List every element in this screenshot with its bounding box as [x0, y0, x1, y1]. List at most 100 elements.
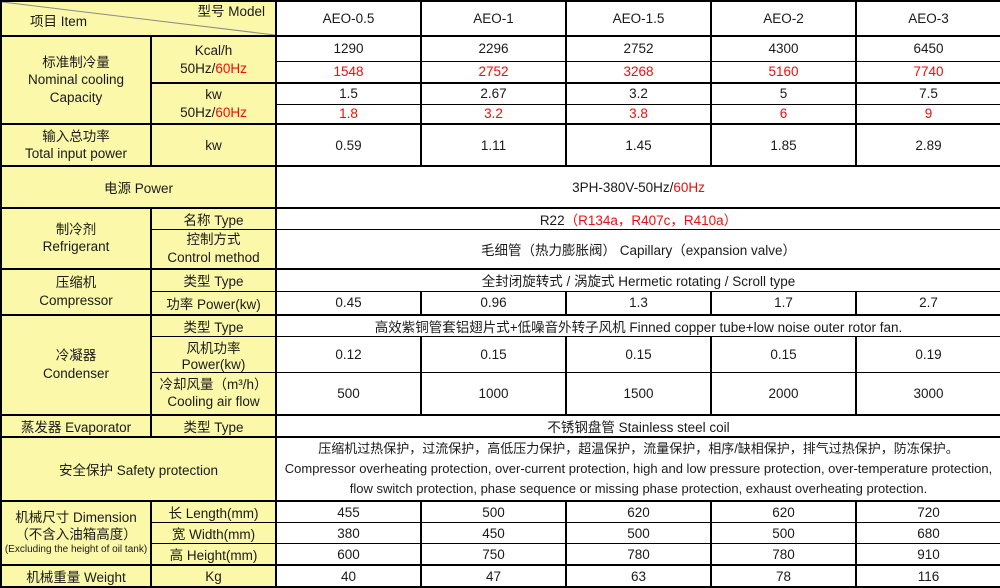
compressor-en: Compressor — [39, 292, 113, 308]
corner-cell: 型号 Model 项目 Item — [0, 0, 277, 37]
height-value: 910 — [855, 543, 1000, 566]
height-value: 750 — [420, 543, 567, 566]
item-header-label: 项目 Item — [30, 14, 88, 30]
dimension-line3: (Excluding the height of oil tank) — [4, 544, 148, 556]
kcal-50hz-value: 1290 — [275, 35, 422, 62]
kw-freq-label: 50Hz/60Hz — [180, 104, 247, 120]
weight-value: 47 — [420, 564, 567, 588]
input-power-unit-label: kw — [150, 123, 277, 167]
control-method-zh: 控制方式 — [186, 232, 241, 248]
power-supply-label: 电源 Power — [0, 165, 277, 209]
kw-60hz-value: 1.8 — [275, 103, 422, 125]
control-method-value: 毛细管（热力膨胀阀） Capillary（expansion valve） — [275, 229, 1000, 269]
fan-power-value: 0.19 — [855, 336, 1000, 373]
input-power-value: 1.85 — [710, 123, 857, 167]
cooling-category-zh: 标准制冷量 — [42, 55, 110, 71]
safety-zh: 压缩机过热保护，过流保护，高低压力保护，超温保护，流量保护，相序/缺相保护，排气… — [318, 440, 959, 456]
input-power-category-cell: 输入总功率 Total input power — [0, 123, 152, 167]
width-value: 500 — [565, 522, 712, 545]
compressor-type-value: 全封闭旋转式 / 涡旋式 Hermetic rotating / Scroll … — [275, 267, 1000, 292]
kcal-50hz-value: 6450 — [855, 35, 1000, 62]
kw-60hz-value: 6 — [710, 103, 857, 125]
model-header-label: 型号 Model — [197, 4, 265, 19]
refrigerant-zh: 制冷剂 — [55, 221, 97, 237]
height-value: 780 — [710, 543, 857, 566]
input-power-value: 0.59 — [275, 123, 422, 167]
height-value: 600 — [275, 543, 422, 566]
kcal-60hz-value: 1548 — [275, 60, 422, 84]
length-value: 620 — [710, 499, 857, 524]
kw-60hz-value: 3.2 — [420, 103, 567, 125]
condenser-type-label: 类型 Type — [150, 313, 277, 337]
refrigerant-name-value: R22（R134a，R407c，R410a） — [275, 207, 1000, 230]
input-power-value: 1.45 — [565, 123, 712, 167]
condenser-en: Condenser — [42, 365, 110, 381]
kw-50hz-value: 2.67 — [420, 82, 567, 105]
control-method-en: Control method — [167, 249, 260, 265]
width-value: 500 — [710, 522, 857, 545]
length-value: 455 — [275, 499, 422, 524]
evaporator-value: 不锈钢盘管 Stainless steel coil — [275, 413, 1000, 437]
length-label: 长 Length(mm) — [150, 499, 277, 524]
airflow-value: 1000 — [420, 372, 567, 415]
evaporator-category-label: 蒸发器 Evaporator — [0, 413, 152, 437]
compressor-type-label: 类型 Type — [150, 267, 277, 292]
freq-60hz-label: 60Hz — [215, 60, 247, 76]
height-label: 高 Height(mm) — [150, 543, 277, 566]
kw-50hz-value: 1.5 — [275, 82, 422, 105]
power-supply-value: 3PH-380V-50Hz/60Hz — [275, 165, 1000, 209]
kw-50hz-value: 7.5 — [855, 82, 1000, 105]
airflow-en: Cooling air flow — [167, 394, 260, 410]
refrigerant-category-cell: 制冷剂 Refrigerant — [0, 207, 152, 269]
control-method-label-cell: 控制方式 Control method — [150, 229, 277, 269]
kcal-50hz-value: 2752 — [565, 35, 712, 62]
airflow-value: 3000 — [855, 372, 1000, 415]
compressor-power-value: 1.3 — [565, 291, 712, 315]
kcal-unit-cell: Kcal/h 50Hz/60Hz — [150, 35, 277, 84]
weight-unit-label: Kg — [150, 564, 277, 588]
kcal-60hz-value: 7740 — [855, 60, 1000, 84]
kcal-60hz-value: 5160 — [710, 60, 857, 84]
kcal-60hz-value: 2752 — [420, 60, 567, 84]
kw-unit-cell: kw 50Hz/60Hz — [150, 82, 277, 125]
weight-value: 40 — [275, 564, 422, 588]
compressor-power-value: 2.7 — [855, 291, 1000, 315]
cooling-category-en: Nominal cooling Capacity — [27, 72, 125, 105]
length-value: 720 — [855, 499, 1000, 524]
airflow-zh: 冷却风量（m³/h） — [159, 376, 268, 392]
model-column-header: AEO-2 — [710, 0, 857, 37]
condenser-zh: 冷凝器 — [55, 348, 97, 364]
model-column-header: AEO-1 — [420, 0, 567, 37]
kw-50hz-value: 5 — [710, 82, 857, 105]
refrigerant-alternatives: （R134a，R407c，R410a） — [564, 213, 738, 228]
model-column-header: AEO-3 — [855, 0, 1000, 37]
safety-en: Compressor overheating protection, over-… — [284, 460, 993, 496]
input-power-value: 1.11 — [420, 123, 567, 167]
input-power-en: Total input power — [24, 146, 128, 161]
width-value: 680 — [855, 522, 1000, 545]
kcal-unit-label: Kcal/h — [194, 43, 233, 59]
width-value: 380 — [275, 522, 422, 545]
fan-power-value: 0.15 — [565, 336, 712, 373]
kw-60hz-value: 9 — [855, 103, 1000, 125]
width-label: 宽 Width(mm) — [150, 522, 277, 545]
dimension-line2: （不含入油箱高度） — [15, 527, 137, 543]
airflow-value: 2000 — [710, 372, 857, 415]
length-value: 620 — [565, 499, 712, 524]
power-supply-60hz: 60Hz — [673, 179, 705, 195]
compressor-power-value: 0.45 — [275, 291, 422, 315]
compressor-power-label: 功率 Power(kw) — [150, 291, 277, 315]
compressor-category-cell: 压缩机 Compressor — [0, 267, 152, 315]
kcal-50hz-value: 2296 — [420, 35, 567, 62]
kcal-freq-label: 50Hz/60Hz — [180, 60, 247, 76]
compressor-power-value: 0.96 — [420, 291, 567, 315]
fan-power-label: 风机功率 Power(kw) — [150, 336, 277, 373]
refrigerant-en: Refrigerant — [42, 239, 110, 255]
freq-60hz-label: 60Hz — [215, 104, 247, 120]
refrigerant-name-label: 名称 Type — [150, 207, 277, 230]
fan-power-value: 0.15 — [710, 336, 857, 373]
airflow-value: 1500 — [565, 372, 712, 415]
dimension-line1: 机械尺寸 Dimension — [15, 510, 137, 526]
